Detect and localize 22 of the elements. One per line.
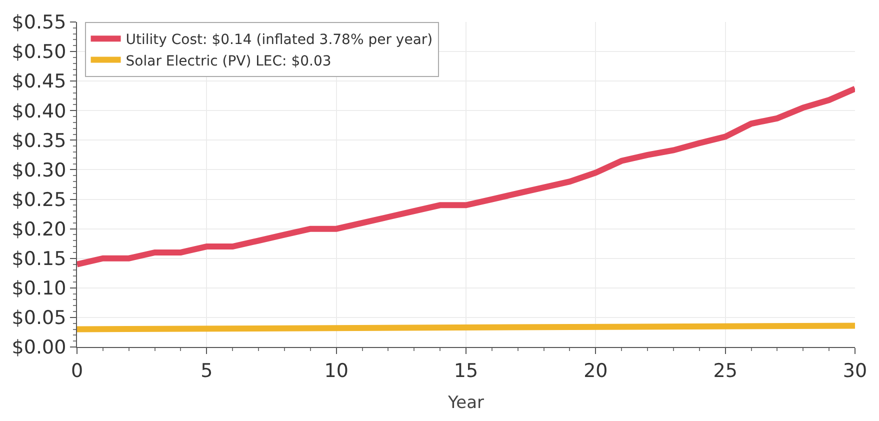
x-axis-title: Year (447, 393, 484, 414)
x-tick-label: 25 (713, 360, 738, 382)
y-tick-label: $0.20 (12, 218, 66, 240)
y-tick-label: $0.00 (12, 336, 66, 359)
y-tick-label: $0.25 (12, 188, 66, 211)
y-tick-label: $0.15 (12, 248, 66, 270)
y-tick-label: $0.10 (12, 278, 66, 300)
x-tick-label: 5 (200, 360, 213, 382)
y-tick-label: $0.45 (12, 70, 66, 93)
x-tick-label: 20 (584, 360, 608, 382)
y-tick-label: $0.05 (12, 307, 66, 330)
legend-label: Utility Cost: $0.14 (inflated 3.78% per year) (126, 32, 433, 48)
legend-label: Solar Electric (PV) LEC: $0.03 (126, 53, 332, 70)
y-tick-label: $0.50 (12, 41, 66, 64)
x-tick-label: 30 (842, 360, 868, 382)
y-tick-label: $0.35 (12, 130, 66, 152)
y-tick-label: $0.30 (12, 159, 66, 182)
x-tick-label: 10 (324, 360, 348, 382)
x-tick-label: 0 (70, 360, 84, 382)
y-tick-label: $0.40 (12, 100, 66, 122)
y-tick-label: $0.55 (12, 12, 66, 34)
x-tick-label: 15 (454, 360, 478, 382)
